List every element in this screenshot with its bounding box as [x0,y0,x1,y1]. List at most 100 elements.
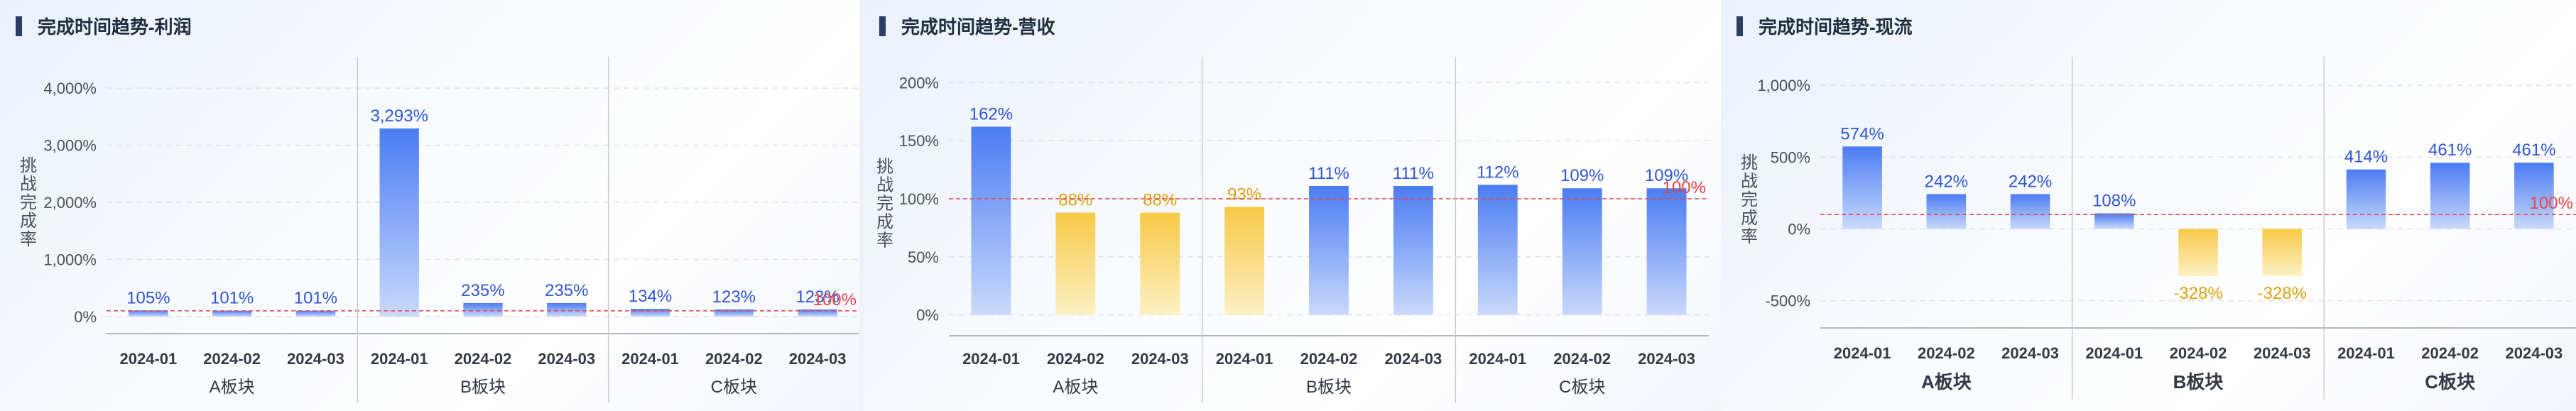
x-tick-label: 2024-01 [621,350,679,368]
data-label: 111% [1393,164,1434,183]
x-tick-label: 2024-02 [1300,350,1358,368]
group-label: C板块 [2425,371,2475,393]
x-tick-label: 2024-02 [1047,350,1104,368]
x-tick-label: 2024-03 [2254,344,2311,362]
y-tick-label: 0% [916,307,939,324]
title-marker-icon [1737,16,1743,36]
data-label: 461% [2428,141,2472,160]
data-label: 242% [1925,172,1968,192]
data-label: 461% [2512,141,2555,160]
bar [2346,169,2386,229]
data-label: 112% [1477,163,1519,182]
bar [2010,194,2050,229]
data-label: 88% [1143,191,1177,210]
y-axis-label: 挑战完成率 [20,156,37,249]
group-label: A板块 [1053,378,1098,397]
chart-title: 完成时间趋势-现流 [1759,16,1913,38]
bar [1477,185,1518,315]
x-tick-label: 2024-01 [2337,344,2395,362]
x-tick-label: 2024-02 [2170,344,2227,362]
x-tick-label: 2024-03 [2001,344,2059,362]
data-label: -328% [2173,284,2222,303]
group-label: C板块 [711,378,757,397]
bar [1842,146,1882,229]
y-tick-label: 4,000% [43,80,97,97]
data-label: 88% [1058,191,1092,210]
data-label: 109% [1560,166,1604,185]
data-label: 93% [1227,185,1261,204]
x-tick-label: 2024-03 [1131,350,1189,368]
chart-panel-cashflow: 完成时间趋势-现流 -500% 0% 500% 1,000% 挑战完成率 574% 242%… [1721,0,2576,411]
x-tick-label: 2024-02 [455,350,512,368]
chart-panel-profit: 完成时间趋势-利润 0% 1,000% 2,000% 3,000% 4,000% 挑战完成… [0,0,859,411]
x-tick-label: 2024-03 [2506,344,2563,362]
y-tick-label: 2,000% [43,194,97,212]
title-marker-icon [879,16,886,36]
data-label: 109% [1645,166,1688,185]
data-label: 414% [2344,148,2388,167]
chart-panel-revenue: 完成时间趋势-营收 0% 50% 100% 150% 200% 挑战完成率 162% 88% 8… [864,0,1725,411]
bar [714,309,754,317]
data-label: 134% [629,287,672,306]
y-tick-label: -500% [1765,292,1810,310]
bar [129,310,168,317]
y-tick-label: 3,000% [43,137,97,155]
bar [1926,194,1967,229]
bar [2430,163,2470,229]
data-label: 123% [795,287,839,307]
group-label: B板块 [460,378,506,397]
bar [547,302,587,317]
bar [463,302,503,317]
y-axis-label: 挑战完成率 [1741,153,1758,246]
bar [295,310,336,317]
bar [212,310,252,317]
chart-title-row: 完成时间趋势-营收 [879,13,1055,39]
bar [2178,229,2218,276]
bar [379,128,419,317]
chart-svg-revenue: 0% 50% 100% 150% 200% 挑战完成率 162% 88% 88% 93% 111% 1… [876,57,1709,403]
x-tick-label: 2024-02 [1553,350,1611,368]
x-tick-label: 2024-01 [1469,350,1526,368]
bar [1393,185,1433,315]
data-label: 105% [126,288,170,307]
y-tick-label: 150% [899,132,939,150]
x-tick-label: 2024-03 [287,350,344,368]
bar [1562,188,1602,315]
bar [1140,212,1180,315]
x-tick-label: 2024-01 [1834,344,1891,362]
bar [1055,212,1096,315]
chart-svg-cashflow: -500% 0% 500% 1,000% 挑战完成率 574% 242% 242% 108% -3… [1741,57,2576,399]
bar [2262,229,2303,276]
y-tick-label: 0% [74,308,97,326]
y-tick-label: 50% [908,248,939,266]
chart-title: 完成时间趋势-营收 [901,16,1055,38]
data-label: 123% [712,287,756,307]
bar [1224,207,1265,315]
data-label: 3,293% [371,106,428,126]
y-tick-label: 500% [1771,148,1810,166]
bar [2094,213,2134,229]
x-tick-label: 2024-01 [2085,344,2143,362]
y-tick-label: 100% [899,190,939,208]
group-label: C板块 [1559,378,1605,397]
y-tick-label: 0% [1788,220,1810,238]
y-axis-label: 挑战完成率 [876,158,893,251]
bar [2514,163,2554,229]
bar [630,309,670,317]
y-tick-label: 1,000% [43,251,97,268]
chart-title-row: 完成时间趋势-现流 [1737,13,1913,39]
data-label: 235% [545,281,588,300]
x-tick-label: 2024-03 [789,350,847,368]
chart-svg-profit: 0% 1,000% 2,000% 3,000% 4,000% 挑战完成率 105% 101% 1… [20,57,859,403]
x-tick-label: 2024-03 [1385,350,1442,368]
bar [798,309,837,317]
bar [1309,185,1349,315]
x-tick-label: 2024-02 [1918,344,1975,362]
data-label: 242% [2009,172,2052,192]
group-label: A板块 [1921,371,1972,393]
chart-title: 完成时间趋势-利润 [38,16,192,38]
data-label: 574% [1840,124,1884,143]
x-tick-label: 2024-03 [1638,350,1695,368]
x-tick-label: 2024-01 [1216,350,1273,368]
reference-label: 100% [813,290,857,309]
